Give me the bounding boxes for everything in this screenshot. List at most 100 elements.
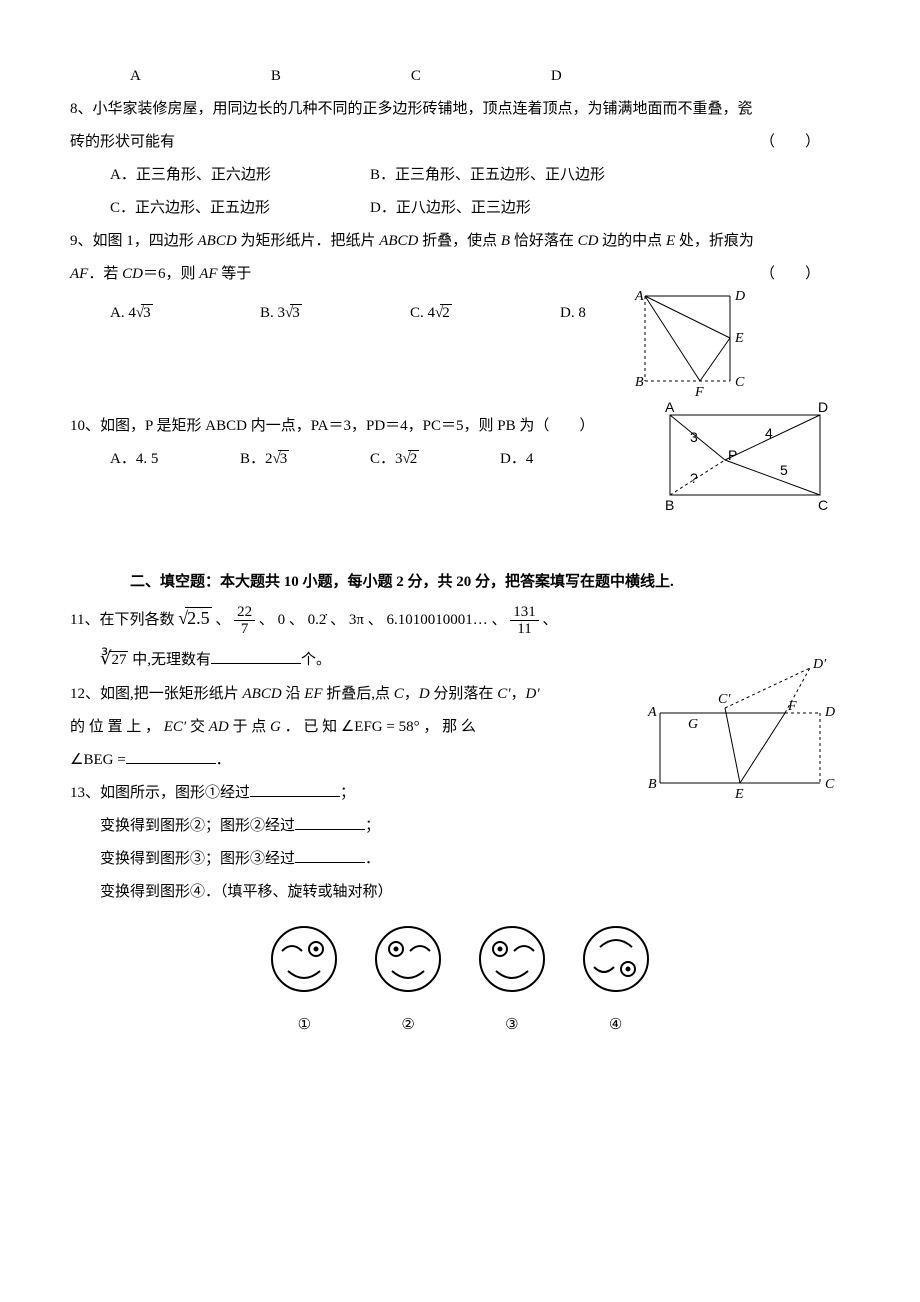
q11-line2: 27 中,无理数有 个。 bbox=[100, 652, 331, 668]
t: 的 位 置 上 ， bbox=[70, 719, 164, 735]
q9: 9、如图 1，四边形 ABCD 为矩形纸片．把纸片 ABCD 折叠，使点 B 恰… bbox=[70, 225, 850, 330]
t: AF bbox=[199, 266, 217, 282]
l-e: E bbox=[734, 787, 744, 802]
q12-l2: 的 位 置 上 ， EC′ 交 AD 于 点 G ． 已 知 ∠EFG = 58… bbox=[70, 711, 610, 744]
lbl-5: 5 bbox=[780, 462, 788, 478]
q8-options-row2: C．正六边形、正五边形 D．正八边形、正三边形 bbox=[110, 192, 850, 225]
q10-opt-d: D．4 bbox=[500, 443, 630, 476]
t: C. 4 bbox=[410, 305, 435, 321]
section2-title: 二、填空题：本大题共 10 小题，每小题 2 分，共 20 分，把答案填写在题中… bbox=[130, 566, 850, 599]
q13-blank1[interactable] bbox=[250, 781, 340, 797]
t: 12、如图,把一张矩形纸片 bbox=[70, 686, 243, 702]
q11-unit: 个。 bbox=[301, 652, 331, 668]
t: 于 点 bbox=[229, 719, 270, 735]
opt-c: C bbox=[411, 60, 421, 93]
q11-tail: 中,无理数有 bbox=[132, 652, 211, 668]
lbl-b: B bbox=[635, 375, 644, 390]
l-cp: C′ bbox=[718, 692, 731, 707]
q11-blank[interactable] bbox=[211, 648, 301, 664]
n7n: 131 bbox=[510, 604, 539, 622]
sep: 、 bbox=[543, 612, 558, 628]
smiley-4 bbox=[566, 919, 666, 1009]
top-abcd-row: A B C D bbox=[130, 60, 850, 93]
sep: 、 bbox=[289, 612, 304, 628]
t: 处，折痕为 bbox=[675, 233, 754, 249]
q8-opt-b: B．正三角形、正五边形、正八边形 bbox=[370, 159, 630, 192]
t: 沿 bbox=[282, 686, 305, 702]
q9-svg: A D E C F B bbox=[630, 286, 770, 406]
t: AD bbox=[209, 719, 229, 735]
t: 3 bbox=[290, 304, 302, 321]
q10-stem: 10、如图，P 是矩形 ABCD 内一点，PA＝3，PD＝4，PC＝5，则 PB… bbox=[70, 410, 630, 443]
t: ， 那 么 bbox=[420, 719, 476, 735]
lbl-d: D bbox=[734, 289, 745, 304]
t: ． bbox=[365, 851, 380, 867]
q8-options-row1: A．正三角形、正六边形 B．正三角形、正五边形、正八边形 bbox=[110, 159, 850, 192]
t: 折叠后,点 bbox=[323, 686, 394, 702]
q13-blank3[interactable] bbox=[295, 847, 365, 863]
n8: 27 bbox=[109, 651, 128, 668]
q12-svg: A B C D E F G C′ D′ bbox=[640, 658, 850, 808]
t: ．若 bbox=[88, 266, 122, 282]
lbl-3: 3 bbox=[690, 429, 698, 445]
q8-opt-c: C．正六边形、正五边形 bbox=[110, 192, 370, 225]
q8-stem-line1: 8、小华家装修房屋，用同边长的几种不同的正多边形砖铺地，顶点连着顶点，为铺满地面… bbox=[70, 93, 850, 126]
t: 边的中点 bbox=[598, 233, 666, 249]
t: ． 已 知 bbox=[281, 719, 341, 735]
l-g: G bbox=[688, 717, 698, 732]
q8-stem-line2: 砖的形状可能有 （ ） bbox=[70, 126, 850, 159]
t: 分别落在 bbox=[430, 686, 498, 702]
t: 变换得到图形③；图形③经过 bbox=[100, 851, 295, 867]
q10-opt-b: B．23 bbox=[240, 443, 370, 476]
opt-b: B bbox=[271, 60, 281, 93]
t: ， bbox=[510, 686, 525, 702]
smiley-2 bbox=[358, 919, 458, 1009]
q10-opt-c: C．32 bbox=[370, 443, 500, 476]
q11-pre: 11、在下列各数 bbox=[70, 612, 174, 628]
q8: 8、小华家装修房屋，用同边长的几种不同的正多边形砖铺地，顶点连着顶点，为铺满地面… bbox=[70, 93, 850, 225]
t: B. 3 bbox=[260, 305, 285, 321]
lbl-2: ② bbox=[358, 1009, 458, 1042]
t: ABCD bbox=[243, 686, 282, 702]
t: 13、如图所示，图形①经过 bbox=[70, 785, 250, 801]
lbl-b: B bbox=[665, 497, 674, 513]
t: ． bbox=[216, 752, 231, 768]
t: D′ bbox=[526, 686, 540, 702]
l-d: D bbox=[824, 705, 835, 720]
q10-figure: A D B C P 3 4 5 ? bbox=[650, 400, 840, 533]
t: C．3 bbox=[370, 451, 403, 467]
t: ， bbox=[404, 686, 419, 702]
q9-opt-c: C. 42 bbox=[410, 297, 560, 330]
lbl-c: C bbox=[818, 497, 828, 513]
lbl-d: D bbox=[818, 400, 828, 415]
smiley-3 bbox=[462, 919, 562, 1009]
t: 等于 bbox=[218, 266, 252, 282]
t: C′ bbox=[497, 686, 510, 702]
q8-opt-d: D．正八边形、正三边形 bbox=[370, 192, 630, 225]
q12-blank[interactable] bbox=[126, 748, 216, 764]
lbl-e: E bbox=[734, 331, 744, 346]
t: ABCD bbox=[379, 233, 418, 249]
t: ∠EFG = 58° bbox=[341, 719, 420, 735]
sep: 、 bbox=[492, 612, 507, 628]
t: ； bbox=[340, 785, 355, 801]
lbl-a: A bbox=[665, 400, 675, 415]
sep: 、 bbox=[215, 612, 230, 628]
t: 9、如图 1，四边形 bbox=[70, 233, 198, 249]
t: EC′ bbox=[164, 719, 186, 735]
lbl-f: F bbox=[694, 385, 704, 400]
q13-l3: 变换得到图形③；图形③经过 ． bbox=[100, 843, 850, 876]
opt-d: D bbox=[551, 60, 562, 93]
q13-blank2[interactable] bbox=[295, 814, 365, 830]
n4: 0.2̇ bbox=[308, 612, 327, 628]
q12-l3: ∠BEG =． bbox=[70, 744, 610, 777]
opt-a: A bbox=[130, 60, 141, 93]
q8-opt-a: A．正三角形、正六边形 bbox=[110, 159, 370, 192]
t: 为矩形纸片．把纸片 bbox=[237, 233, 380, 249]
q9-stem-line1: 9、如图 1，四边形 ABCD 为矩形纸片．把纸片 ABCD 折叠，使点 B 恰… bbox=[70, 225, 850, 258]
q8-stem2-text: 砖的形状可能有 bbox=[70, 134, 175, 150]
lbl-q: ? bbox=[690, 470, 698, 486]
t: A. 4 bbox=[110, 305, 136, 321]
t: B bbox=[501, 233, 510, 249]
t: C bbox=[394, 686, 404, 702]
